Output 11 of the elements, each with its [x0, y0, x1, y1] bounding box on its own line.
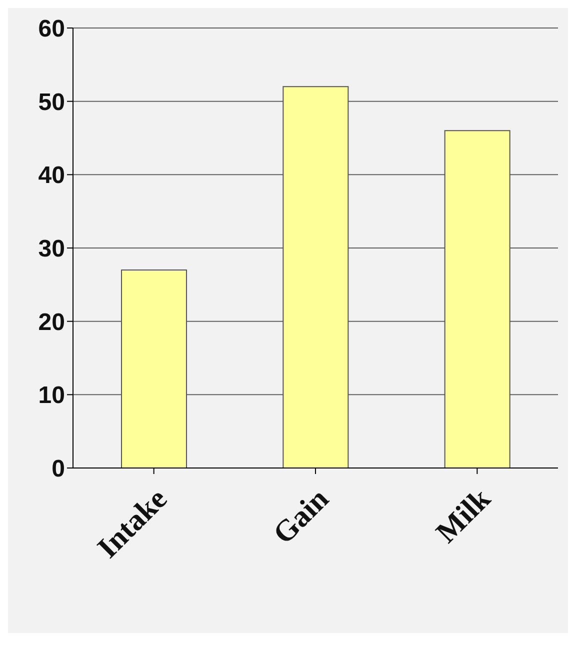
bar	[444, 130, 510, 468]
y-tick-label: 0	[52, 456, 65, 483]
x-tick-label: Gain	[267, 482, 336, 550]
y-tick-label: 30	[38, 236, 65, 263]
y-tick-label: 60	[38, 16, 65, 43]
y-tick-label: 40	[38, 162, 65, 190]
y-tick-label: 20	[38, 308, 65, 336]
y-tick-label: 50	[38, 88, 65, 116]
y-tick-label: 10	[38, 382, 65, 410]
bar	[121, 270, 187, 468]
bar	[282, 86, 349, 468]
